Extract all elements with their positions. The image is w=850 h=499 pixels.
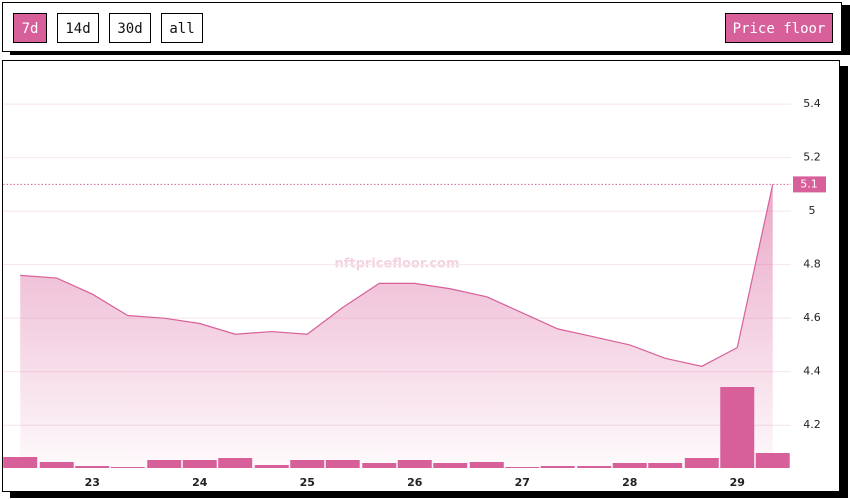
last-price-label: 5.1 [800,177,818,190]
x-tick-label: 27 [515,476,530,489]
y-tick-label: 5.4 [803,97,821,110]
y-tick-label: 4.4 [803,365,821,378]
x-tick-label: 28 [622,476,637,489]
x-tick-label: 24 [192,476,208,489]
volume-bar [648,463,683,468]
y-tick-label: 4.2 [803,418,821,431]
price-line [20,184,774,367]
range-button[interactable]: 7d [13,13,47,43]
x-tick-label: 26 [407,476,423,489]
y-tick-label: 5.2 [803,151,821,164]
volume-bar [684,458,719,468]
volume-bar [290,460,325,468]
volume-bar [720,387,755,468]
watermark: nftpricefloor.com [335,257,460,272]
toolbar: 7d 14d 30d all Price floor [2,2,842,52]
volume-bar [182,460,217,468]
y-tick-label: 4.6 [803,311,821,324]
last-price-tag [793,176,826,193]
volume-bar [469,462,504,468]
volume-bar [612,463,647,468]
range-button[interactable]: all [161,13,203,43]
volume-bar [577,466,612,468]
y-tick-label: 4.8 [803,258,821,271]
y-tick-label: 5 [809,204,816,217]
area [20,184,773,469]
volume-bar [540,466,575,468]
volume-bar [505,467,540,468]
metric-button[interactable]: Price floor [725,13,833,43]
volume-bar [397,460,432,468]
volume-bar [75,466,110,468]
x-tick-label: 25 [300,476,315,489]
x-tick-label: 29 [730,476,745,489]
volume-bar [110,467,145,468]
volume-bar [218,458,253,468]
volume-bar [147,460,182,468]
volume-bar [325,460,360,468]
volume-bar [39,462,74,468]
volume-bar [362,463,397,468]
range-button[interactable]: 30d [109,13,151,43]
volume-bar [433,463,468,468]
volume-bar [3,457,38,468]
range-button[interactable]: 14d [57,13,99,43]
volume-bar [254,465,289,468]
volume-bar [755,453,790,468]
x-tick-label: 23 [85,476,100,489]
